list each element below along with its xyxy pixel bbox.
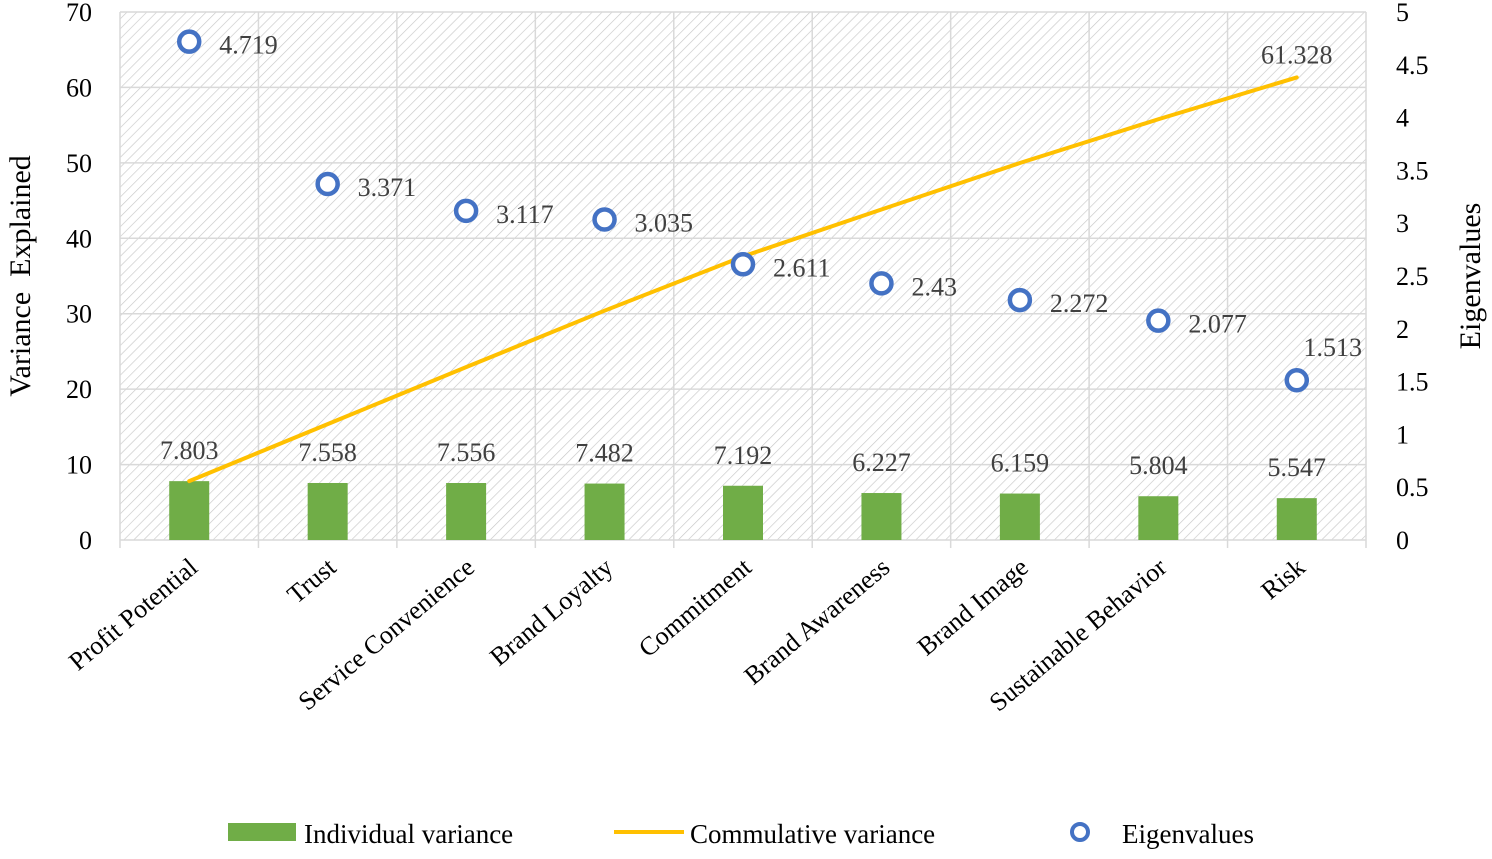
eigen-value-label: 2.077 bbox=[1188, 310, 1247, 339]
eigen-value-label: 1.513 bbox=[1304, 333, 1363, 362]
bar bbox=[584, 483, 625, 540]
y2-tick-label: 3.5 bbox=[1396, 156, 1429, 185]
eigen-points: 4.719 3.371 3.117 3.035 2.611 2.43 2.272 2.077 1… bbox=[176, 29, 1363, 393]
legend-label-marker: Eigenvalues bbox=[1122, 819, 1254, 849]
bar-value-label: 6.227 bbox=[852, 448, 911, 477]
eigen-point bbox=[1146, 308, 1171, 333]
bar-labels: 7.803 7.558 7.556 7.482 7.192 6.227 6.159 5.804… bbox=[160, 436, 1326, 482]
legend-label-bar: Individual variance bbox=[304, 819, 513, 849]
y2-tick-label: 2.5 bbox=[1396, 262, 1429, 291]
y2-tick-label: 5 bbox=[1396, 0, 1409, 27]
eigen-value-label: 3.371 bbox=[358, 173, 417, 202]
eigen-point bbox=[176, 29, 202, 54]
eigen-point bbox=[453, 198, 479, 224]
bar-value-label: 7.556 bbox=[437, 438, 496, 467]
y2-axis-title: Eigenvalues bbox=[1454, 203, 1487, 350]
y2-tick-label: 2 bbox=[1396, 315, 1409, 344]
bar bbox=[169, 481, 210, 540]
eigen-value-label: 2.43 bbox=[911, 272, 957, 301]
legend-label-line: Commulative variance bbox=[690, 819, 935, 849]
category-label: Commitment bbox=[633, 552, 757, 663]
category-label: Trust bbox=[282, 552, 343, 609]
eigen-point bbox=[592, 207, 617, 232]
bar bbox=[723, 485, 763, 540]
eigen-value-label: 2.611 bbox=[773, 253, 831, 282]
bar bbox=[861, 493, 902, 540]
bar bbox=[307, 482, 348, 540]
eigen-value-label: 3.035 bbox=[635, 209, 694, 238]
right-axis-ticks: 0 0.5 1 1.5 2 2.5 3 3.5 4 4.5 5 bbox=[1396, 0, 1429, 555]
bar-value-label: 5.804 bbox=[1129, 451, 1188, 480]
eigen-point bbox=[1284, 367, 1310, 393]
y2-tick-label: 0.5 bbox=[1396, 473, 1429, 502]
legend: Individual variance Commulative variance… bbox=[228, 819, 1254, 849]
y-tick-label: 10 bbox=[66, 451, 92, 480]
y-tick-label: 60 bbox=[66, 73, 92, 102]
y2-tick-label: 4.5 bbox=[1396, 51, 1429, 80]
eigen-point bbox=[1007, 287, 1033, 313]
category-label: Risk bbox=[1255, 552, 1310, 605]
y2-tick-label: 1 bbox=[1396, 420, 1409, 449]
bar-value-label: 7.803 bbox=[160, 436, 219, 465]
y-axis-title: Variance Explained bbox=[4, 155, 37, 397]
bar-value-label: 6.159 bbox=[991, 449, 1050, 478]
left-axis-ticks: 0 10 20 30 40 50 60 70 bbox=[66, 0, 92, 555]
cumulative-end-label: 61.328 bbox=[1261, 40, 1333, 69]
bar bbox=[446, 483, 487, 540]
category-label: Brand Awareness bbox=[739, 552, 896, 690]
gridlines bbox=[119, 11, 1367, 548]
bar bbox=[999, 493, 1040, 540]
y-tick-label: 0 bbox=[79, 526, 92, 555]
eigen-value-label: 2.272 bbox=[1050, 289, 1109, 318]
y-tick-label: 20 bbox=[66, 375, 92, 404]
eigen-point bbox=[730, 252, 756, 277]
y-tick-label: 40 bbox=[66, 224, 92, 253]
legend-swatch-marker bbox=[1070, 822, 1090, 842]
eigen-point bbox=[869, 271, 894, 296]
y2-tick-label: 1.5 bbox=[1396, 368, 1429, 397]
legend-swatch-bar bbox=[228, 823, 296, 841]
y-tick-label: 30 bbox=[66, 300, 92, 329]
y-tick-label: 50 bbox=[66, 149, 92, 178]
bar-value-label: 7.482 bbox=[575, 439, 634, 468]
bar bbox=[1276, 498, 1317, 540]
y2-tick-label: 4 bbox=[1396, 104, 1409, 133]
bar bbox=[1138, 496, 1179, 540]
bars bbox=[169, 481, 1317, 540]
y-tick-label: 70 bbox=[66, 0, 92, 27]
category-label: Profit Potential bbox=[63, 552, 203, 676]
category-label: Brand Image bbox=[912, 552, 1034, 661]
category-label: Brand Loyalty bbox=[484, 552, 618, 671]
y2-tick-label: 0 bbox=[1396, 526, 1409, 555]
eigen-value-label: 4.719 bbox=[219, 31, 278, 60]
eigen-value-label: 3.117 bbox=[496, 200, 554, 229]
eigen-point bbox=[315, 171, 340, 197]
bar-value-label: 7.192 bbox=[714, 441, 773, 470]
y2-tick-label: 3 bbox=[1396, 209, 1409, 238]
bar-value-label: 5.547 bbox=[1268, 453, 1327, 482]
bar-value-label: 7.558 bbox=[298, 438, 357, 467]
